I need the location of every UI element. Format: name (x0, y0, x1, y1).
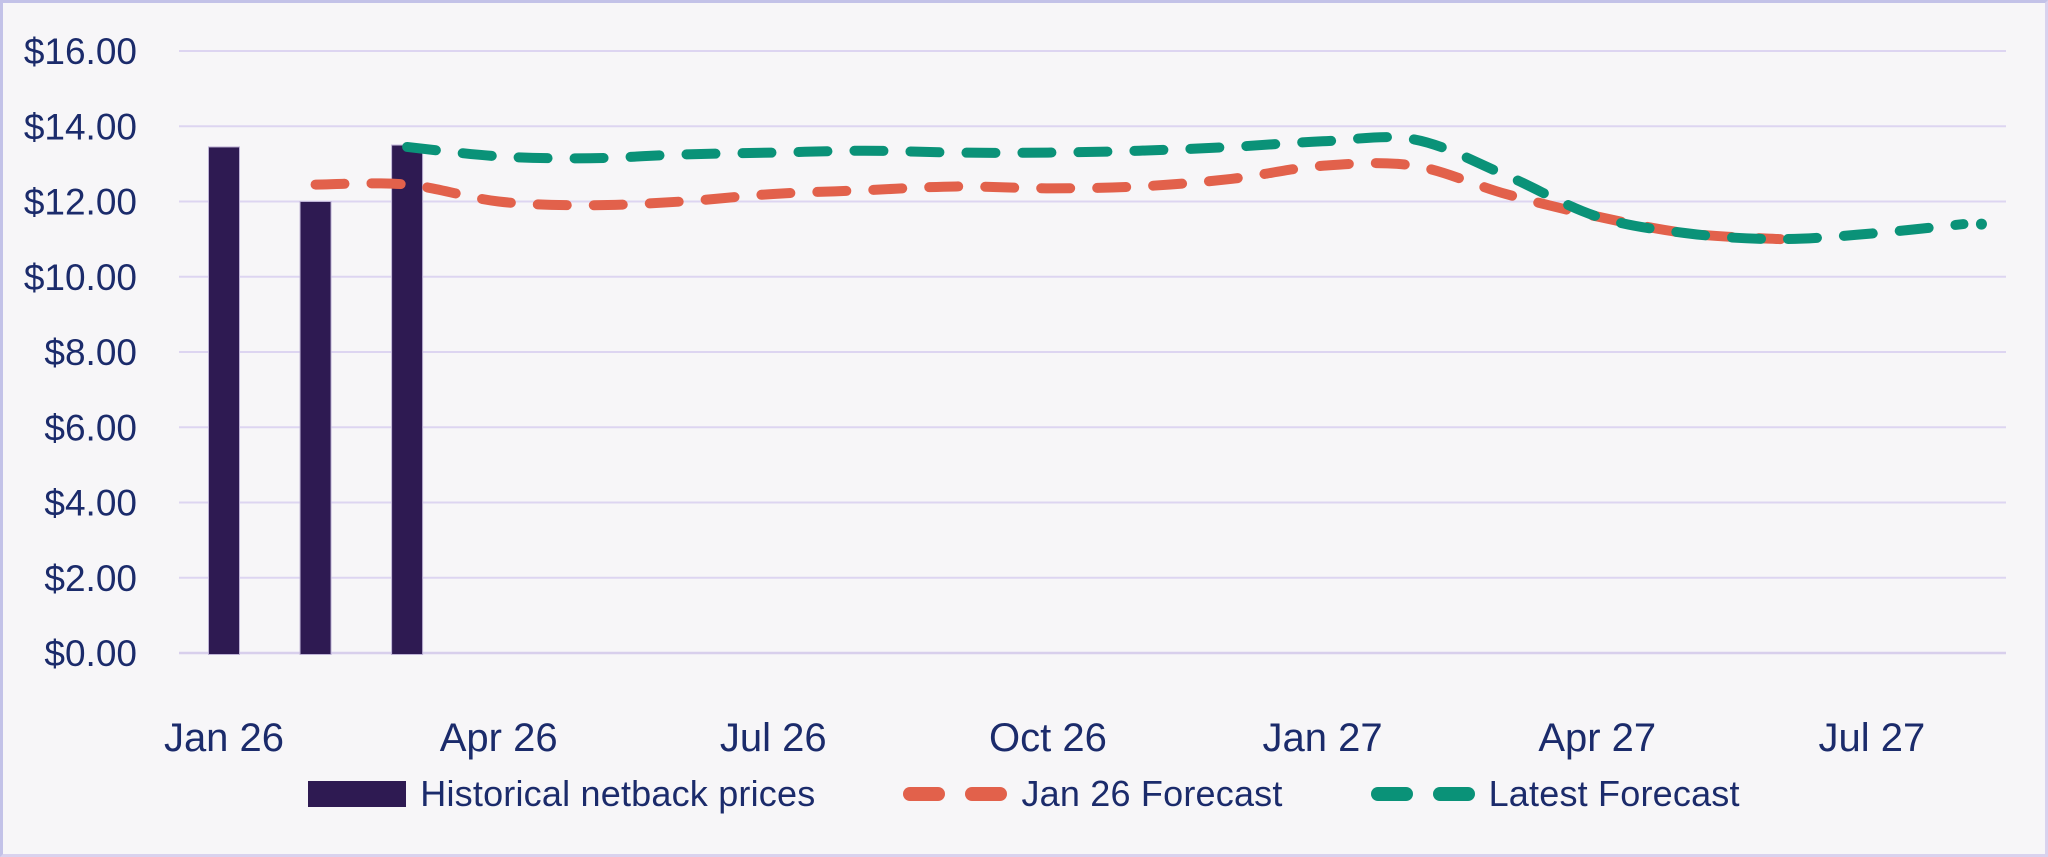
legend-label: Latest Forecast (1488, 773, 1740, 814)
y-axis-tick-label: $12.00 (24, 182, 137, 223)
x-axis-tick-label: Jan 27 (1263, 716, 1383, 760)
legend-label: Historical netback prices (420, 773, 816, 814)
x-axis-tick-label: Apr 26 (440, 716, 558, 760)
y-axis-tick-label: $14.00 (24, 106, 137, 147)
y-axis-tick-label: $10.00 (24, 257, 137, 298)
dashed-line-swatch-icon (1370, 787, 1475, 801)
y-axis-tick-label: $8.00 (44, 332, 137, 373)
y-axis-tick-label: $16.00 (24, 31, 137, 72)
chart-canvas: $16.00 $14.00 $12.00 $10.00 $8.00 $6.00 $4.00 $… (24, 31, 2006, 760)
legend-label: Jan 26 Forecast (1021, 773, 1283, 814)
x-axis-tick-label: Apr 27 (1538, 716, 1656, 760)
y-axis-tick-label: $2.00 (44, 558, 137, 599)
x-axis-tick-label: Jul 27 (1819, 716, 1926, 760)
y-axis-tick-label: $0.00 (44, 633, 137, 674)
bar (391, 144, 424, 655)
legend-item-latest-forecast[interactable]: Latest Forecast (1370, 773, 1740, 815)
dashed-line-swatch-icon (903, 787, 1008, 801)
forecast-line (310, 158, 1786, 245)
bar (208, 146, 240, 655)
x-axis-tick-label: Jul 26 (720, 716, 827, 760)
y-axis-tick-label: $6.00 (44, 407, 137, 448)
x-axis-tick-label: Jan 26 (164, 716, 284, 760)
line-end-dot (1975, 218, 1987, 230)
chart-legend: Historical netback prices Jan 26 Forecas… (3, 773, 2045, 815)
y-axis-tick-label: $4.00 (44, 483, 137, 524)
bar (299, 201, 332, 655)
legend-item-historical[interactable]: Historical netback prices (308, 773, 815, 815)
legend-item-jan26-forecast[interactable]: Jan 26 Forecast (903, 773, 1282, 815)
x-axis-tick-label: Oct 26 (989, 716, 1107, 760)
forecast-line (402, 132, 1969, 245)
bar-swatch-icon (308, 781, 407, 807)
